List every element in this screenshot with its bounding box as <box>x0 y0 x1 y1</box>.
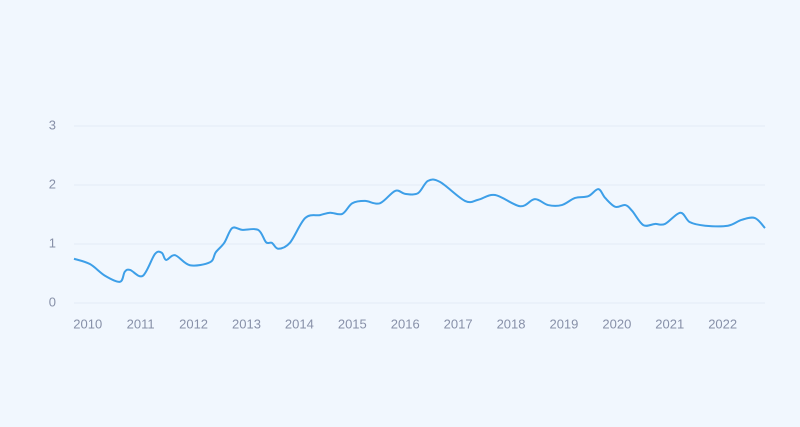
x-tick-label: 2010 <box>73 316 102 331</box>
x-tick-label: 2013 <box>232 316 261 331</box>
x-tick-label: 2015 <box>338 316 367 331</box>
x-tick-label: 2016 <box>391 316 420 331</box>
x-tick-label: 2021 <box>655 316 684 331</box>
x-tick-label: 2019 <box>549 316 578 331</box>
x-tick-label: 2017 <box>444 316 473 331</box>
x-tick-label: 2020 <box>602 316 631 331</box>
x-tick-label: 2011 <box>127 316 155 331</box>
y-tick-label: 0 <box>49 294 56 309</box>
x-tick-label: 2018 <box>497 316 526 331</box>
y-tick-label: 2 <box>49 176 56 191</box>
y-tick-label: 1 <box>49 235 56 250</box>
data-line <box>73 178 766 283</box>
y-tick-label: 3 <box>49 117 56 132</box>
x-tick-label: 2012 <box>179 316 208 331</box>
x-tick-label: 2022 <box>708 316 737 331</box>
x-tick-label: 2014 <box>285 316 314 331</box>
